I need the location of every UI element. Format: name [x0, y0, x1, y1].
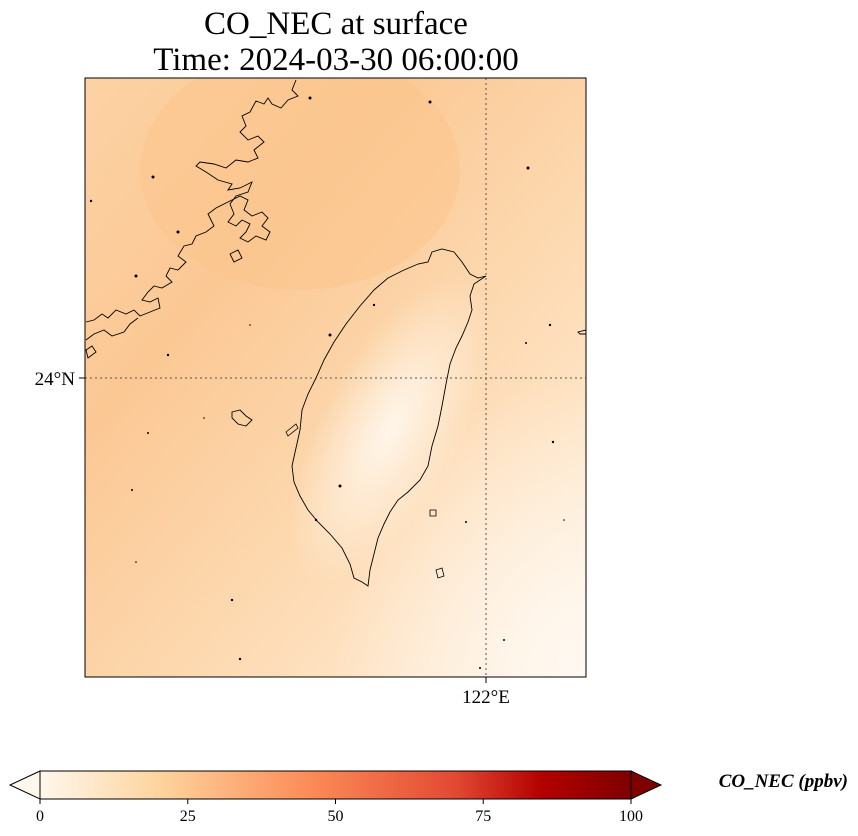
taiwan-small-islands [285, 423, 445, 579]
island-cluster [85, 249, 586, 427]
colorbar-max-extend [630, 770, 663, 800]
colorbar-min-extend [8, 770, 41, 800]
lat-tick-label: 24°N [35, 369, 76, 390]
plot-title-line1: CO_NEC at surface [204, 6, 468, 42]
islet-markers [89, 96, 565, 669]
taiwan-coastline [291, 248, 487, 587]
colorbar-tick-50: 50 [328, 808, 344, 825]
concentration-field [85, 78, 586, 677]
colorbar-tick-75: 75 [475, 808, 491, 825]
colorbar-gradient [39, 770, 632, 800]
colorbar-tick-25: 25 [180, 808, 196, 825]
colorbar-ticks [39, 799, 632, 804]
colorbar-unit-label: CO_NEC (ppbv) [719, 771, 848, 792]
plot-title-line2: Time: 2024-03-30 06:00:00 [153, 42, 519, 78]
colorbar-tick-100: 100 [619, 808, 643, 825]
lon-tick-label: 122°E [462, 687, 510, 708]
colorbar-tick-0: 0 [36, 808, 44, 825]
mainland-coastline [85, 79, 299, 341]
colorbar: 0 25 50 75 100 CO_NEC (ppbv) [8, 770, 848, 825]
